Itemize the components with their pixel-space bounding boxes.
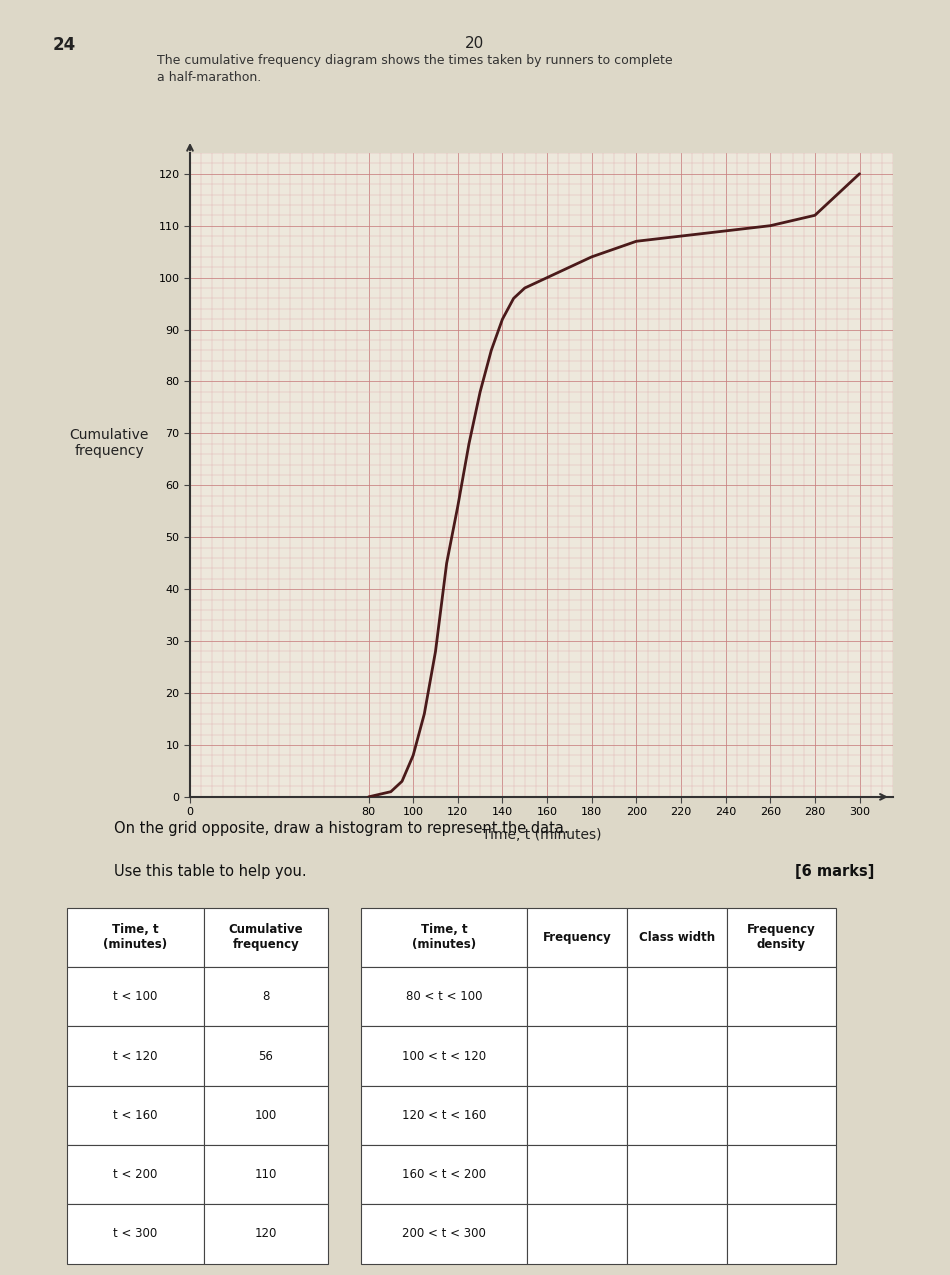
- Bar: [204, 1145, 328, 1204]
- Text: Use this table to help you.: Use this table to help you.: [114, 864, 307, 880]
- Bar: [627, 1026, 727, 1086]
- Bar: [727, 1204, 836, 1264]
- Text: The cumulative frequency diagram shows the times taken by runners to complete: The cumulative frequency diagram shows t…: [157, 54, 673, 66]
- Bar: [204, 1086, 328, 1145]
- Bar: [204, 1026, 328, 1086]
- Bar: [361, 1026, 527, 1086]
- Bar: [727, 968, 836, 1026]
- Text: 120: 120: [255, 1228, 277, 1241]
- Bar: [627, 1204, 727, 1264]
- Bar: [627, 908, 727, 968]
- Bar: [361, 1086, 527, 1145]
- Text: 24: 24: [52, 36, 75, 54]
- Bar: [66, 968, 204, 1026]
- Text: 20: 20: [466, 36, 484, 51]
- Text: 160 < t < 200: 160 < t < 200: [402, 1168, 486, 1181]
- Bar: [527, 968, 627, 1026]
- Text: Time, t
(minutes): Time, t (minutes): [104, 923, 167, 951]
- Text: t < 120: t < 120: [113, 1049, 158, 1062]
- Bar: [727, 1026, 836, 1086]
- X-axis label: Time, t (minutes): Time, t (minutes): [482, 829, 601, 843]
- Bar: [727, 908, 836, 968]
- Text: 100 < t < 120: 100 < t < 120: [402, 1049, 486, 1062]
- Text: Class width: Class width: [638, 931, 715, 944]
- Bar: [527, 908, 627, 968]
- Bar: [204, 1204, 328, 1264]
- Text: 110: 110: [255, 1168, 277, 1181]
- Text: 56: 56: [258, 1049, 274, 1062]
- Text: a half-marathon.: a half-marathon.: [157, 71, 261, 84]
- Text: Frequency: Frequency: [542, 931, 612, 944]
- Text: t < 200: t < 200: [113, 1168, 158, 1181]
- Bar: [627, 1086, 727, 1145]
- Text: On the grid opposite, draw a histogram to represent the data.: On the grid opposite, draw a histogram t…: [114, 821, 569, 836]
- Text: 200 < t < 300: 200 < t < 300: [402, 1228, 486, 1241]
- Text: t < 100: t < 100: [113, 991, 158, 1003]
- Text: Frequency
density: Frequency density: [747, 923, 816, 951]
- Bar: [527, 1086, 627, 1145]
- Text: 8: 8: [262, 991, 270, 1003]
- Bar: [527, 1026, 627, 1086]
- Text: Time, t
(minutes): Time, t (minutes): [412, 923, 476, 951]
- Text: Cumulative
frequency: Cumulative frequency: [229, 923, 303, 951]
- Text: t < 160: t < 160: [113, 1109, 158, 1122]
- Bar: [527, 1145, 627, 1204]
- Text: 80 < t < 100: 80 < t < 100: [406, 991, 483, 1003]
- Bar: [66, 1145, 204, 1204]
- Bar: [361, 968, 527, 1026]
- Text: 120 < t < 160: 120 < t < 160: [402, 1109, 486, 1122]
- Bar: [361, 1204, 527, 1264]
- Text: Cumulative
frequency: Cumulative frequency: [69, 427, 149, 458]
- Bar: [727, 1145, 836, 1204]
- Bar: [66, 908, 204, 968]
- Bar: [627, 1145, 727, 1204]
- Bar: [727, 1086, 836, 1145]
- Text: t < 300: t < 300: [113, 1228, 158, 1241]
- Bar: [66, 1204, 204, 1264]
- Bar: [627, 968, 727, 1026]
- Bar: [361, 1145, 527, 1204]
- Bar: [66, 1026, 204, 1086]
- Bar: [361, 908, 527, 968]
- Bar: [66, 1086, 204, 1145]
- Bar: [204, 908, 328, 968]
- Bar: [204, 968, 328, 1026]
- Bar: [527, 1204, 627, 1264]
- Text: [6 marks]: [6 marks]: [794, 864, 874, 880]
- Text: 100: 100: [255, 1109, 277, 1122]
